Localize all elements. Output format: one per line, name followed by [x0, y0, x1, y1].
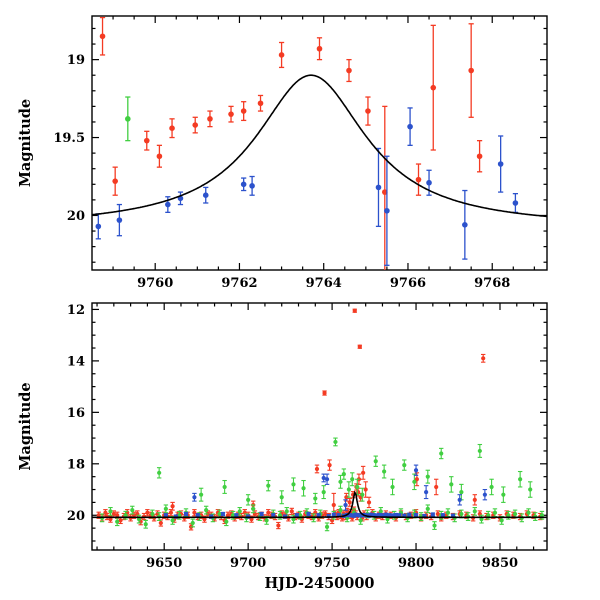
top-panel-y-tick-label: 20: [67, 209, 85, 224]
top-panel-model-curve: [92, 74, 547, 218]
top-panel-ticks: [92, 16, 547, 270]
top-panel-x-tick-label: 9760: [137, 276, 173, 291]
bottom-panel-x-tick-label: 9700: [230, 556, 266, 571]
bottom-panel-y-tick-label: 16: [67, 406, 85, 421]
bottom-panel-x-tick-label: 9850: [482, 556, 518, 571]
bottom-panel-series-red: [96, 308, 543, 531]
bottom-panel-ticks: [92, 303, 547, 550]
top-panel-data-points: [95, 16, 519, 270]
bottom-panel-y-tick-label: 18: [67, 457, 85, 472]
top-panel-x-tick-label: 9768: [474, 276, 510, 291]
top-panel: 9760 9762 9764 9766 9768 19 19.5 20 Magnitude: [17, 15, 548, 291]
top-panel-y-axis-label: Magnitude: [17, 99, 34, 187]
bottom-panel-frame: [91, 302, 548, 551]
top-panel-x-tick-label: 9766: [390, 276, 426, 291]
bottom-panel-x-tick-label: 9800: [398, 556, 434, 571]
bottom-panel-y-tick-label: 14: [67, 354, 85, 369]
top-panel-y-tick-label: 19: [67, 53, 85, 68]
bottom-panel-y-tick-label: 20: [67, 509, 85, 524]
top-panel-series-blue: [95, 107, 519, 266]
bottom-panel-y-axis-label: Magnitude: [17, 382, 34, 470]
bottom-panel-x-tick-label: 9650: [146, 556, 182, 571]
bottom-panel-x-tick-label: 9750: [314, 556, 350, 571]
top-panel-frame: [91, 15, 548, 271]
bottom-panel-model-curve: [92, 490, 547, 519]
bottom-panel-data-points: [96, 308, 545, 532]
bottom-panel-x-axis-label: HJD-2450000: [264, 575, 374, 592]
top-panel-x-tick-label: 9764: [306, 276, 342, 291]
top-panel-series-green: [125, 96, 131, 142]
top-panel-y-tick-label: 19.5: [53, 131, 85, 146]
bottom-panel-y-tick-label: 12: [67, 303, 85, 318]
top-panel-x-tick-label: 9762: [221, 276, 257, 291]
top-panel-series-red: [99, 16, 483, 270]
bottom-panel: 9650 9700 9750 9800 9850 12 14 16 18 20 HJD-245000…: [17, 302, 548, 592]
